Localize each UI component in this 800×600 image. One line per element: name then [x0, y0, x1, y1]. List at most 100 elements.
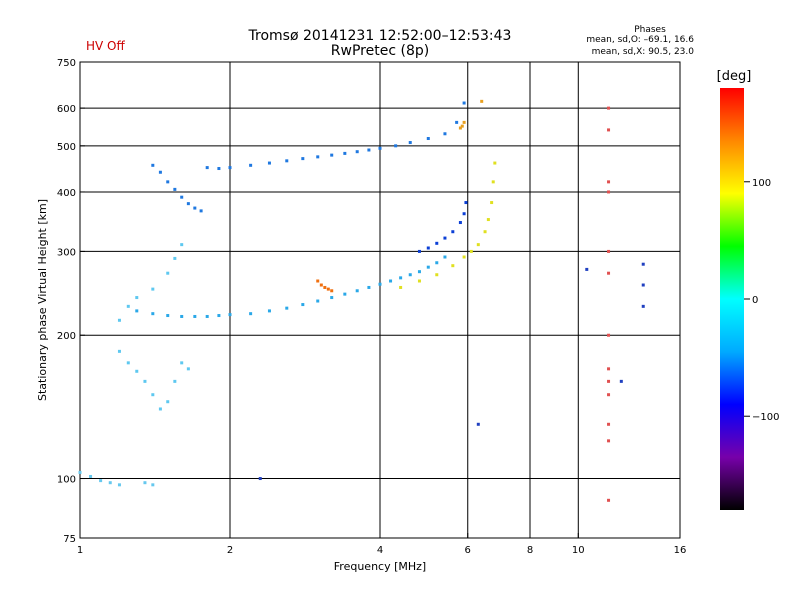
data-point [323, 285, 327, 289]
data-point [367, 285, 371, 289]
data-point [117, 318, 121, 322]
data-point [316, 299, 320, 303]
data-point [217, 167, 221, 171]
data-point [151, 393, 155, 397]
data-point [641, 262, 645, 266]
data-point [135, 296, 139, 300]
data-point [443, 132, 447, 136]
data-point [135, 369, 139, 373]
data-point [408, 141, 412, 145]
stats-title: Phases [634, 25, 666, 35]
data-point [607, 439, 611, 443]
data-point [166, 180, 170, 184]
data-point [267, 309, 271, 313]
data-point [166, 400, 170, 404]
data-point [319, 283, 323, 287]
data-point [89, 474, 93, 478]
y-tick-label: 200 [57, 331, 76, 342]
data-point [158, 170, 162, 174]
data-point [258, 477, 262, 481]
data-point [462, 212, 466, 216]
data-point [330, 296, 334, 300]
x-tick-label: 8 [527, 545, 533, 556]
data-point [493, 161, 497, 165]
data-point [417, 270, 421, 274]
data-point [585, 267, 589, 271]
data-point [108, 481, 112, 485]
data-point [285, 159, 289, 163]
colorbar-tick-label: 0 [752, 295, 758, 306]
data-point [462, 101, 466, 105]
data-point [330, 153, 334, 157]
data-point [117, 349, 121, 353]
data-point [180, 243, 184, 247]
data-point [394, 144, 398, 148]
data-point [426, 137, 430, 141]
colorbar-label: [deg] [717, 69, 752, 84]
stats-o: mean, sd,O: –69.1, 16.6 [586, 35, 694, 45]
data-point [619, 379, 623, 383]
data-point [205, 314, 209, 318]
data-point [408, 273, 412, 277]
data-point [486, 218, 490, 222]
y-tick-label: 500 [57, 142, 76, 153]
data-point [417, 249, 421, 253]
y-tick-label: 300 [57, 247, 76, 258]
data-point [180, 361, 184, 365]
data-point [316, 279, 320, 283]
data-point [343, 151, 347, 155]
data-point [607, 333, 611, 337]
data-point [480, 99, 484, 103]
data-point [199, 209, 203, 213]
data-point [607, 498, 611, 502]
data-point [173, 256, 177, 260]
data-point [607, 379, 611, 383]
data-point [476, 243, 480, 247]
status-label: HV Off [86, 39, 125, 53]
x-axis: 1 2 4 6 8 10 16 [77, 533, 687, 556]
data-point [205, 166, 209, 170]
data-point [126, 361, 130, 365]
data-point [451, 230, 455, 234]
data-point [607, 190, 611, 194]
data-point [455, 120, 459, 124]
y-tick-label: 75 [63, 534, 76, 545]
data-point [607, 422, 611, 426]
data-point [135, 309, 139, 313]
data-point [399, 276, 403, 280]
data-point [143, 481, 147, 485]
x-tick-label: 2 [227, 545, 233, 556]
x-tick-label: 6 [465, 545, 471, 556]
data-point [228, 313, 232, 317]
data-point [117, 483, 121, 487]
data-point [301, 157, 305, 161]
x-tick-label: 10 [572, 545, 585, 556]
data-point [193, 314, 197, 318]
data-point [151, 287, 155, 291]
data-point [435, 241, 439, 245]
data-point [166, 314, 170, 318]
data-point [355, 289, 359, 293]
data-point [151, 483, 155, 487]
data-point [173, 379, 177, 383]
data-point [443, 236, 447, 240]
grid-lines [80, 62, 680, 538]
data-point [426, 246, 430, 250]
data-point [462, 255, 466, 259]
data-point [228, 166, 232, 170]
data-point [158, 407, 162, 411]
data-point [78, 470, 82, 474]
chart-title: Tromsø 20141231 12:52:00–12:53:43 [248, 28, 512, 44]
x-tick-label: 16 [674, 545, 687, 556]
data-point [343, 292, 347, 296]
data-point [435, 273, 439, 277]
data-point [378, 282, 382, 286]
data-point [186, 367, 190, 371]
data-point [464, 201, 468, 205]
data-point [151, 312, 155, 316]
data-point [180, 314, 184, 318]
x-tick-label: 1 [77, 545, 83, 556]
data-point [607, 180, 611, 184]
data-point [458, 126, 462, 130]
chart-subtitle: RwPretec (8p) [331, 43, 429, 59]
